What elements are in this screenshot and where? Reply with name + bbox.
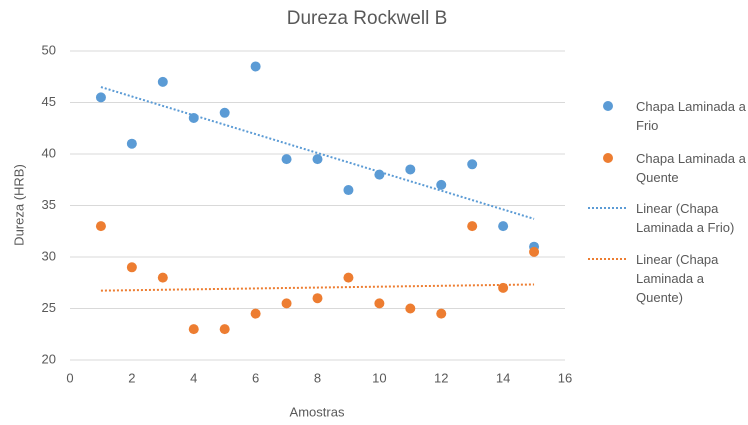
- legend-label: Linear (Chapa Laminada a Quente): [636, 252, 719, 305]
- x-tick-label: 0: [66, 370, 73, 385]
- point: [157, 76, 168, 87]
- x-tick-label: 16: [558, 370, 572, 385]
- legend-label: Chapa Laminada a Quente: [636, 151, 746, 185]
- y-tick-label: 25: [42, 300, 56, 315]
- point: [374, 298, 385, 309]
- x-axis-label: Amostras: [290, 404, 345, 419]
- point: [188, 324, 199, 335]
- point: [436, 308, 447, 319]
- legend-label: Chapa Laminada a Frio: [636, 99, 746, 133]
- trendline: [100, 86, 535, 220]
- y-axis-label: Dureza (HRB): [11, 164, 26, 246]
- legend-marker: [603, 153, 613, 163]
- x-tick-label: 14: [496, 370, 510, 385]
- x-tick-label: 2: [128, 370, 135, 385]
- chart-title: Dureza Rockwell B: [287, 8, 448, 29]
- point: [498, 282, 509, 293]
- point: [250, 308, 261, 319]
- trendline: [100, 283, 535, 292]
- y-tick-label: 35: [42, 197, 56, 212]
- point: [281, 154, 292, 165]
- point: [95, 221, 106, 232]
- y-tick-label: 50: [42, 42, 56, 57]
- point: [188, 112, 199, 123]
- point: [126, 262, 137, 273]
- y-tick-label: 45: [42, 94, 56, 109]
- point: [343, 272, 354, 283]
- point: [436, 179, 447, 190]
- x-tick-label: 8: [314, 370, 321, 385]
- point: [343, 185, 354, 196]
- point: [498, 221, 509, 232]
- point: [312, 293, 323, 304]
- y-tick-label: 30: [42, 248, 56, 263]
- legend-label: Linear (Chapa Laminada a Frio): [636, 201, 735, 235]
- point: [219, 107, 230, 118]
- legend-marker: [603, 101, 613, 111]
- point: [250, 61, 261, 72]
- x-tick-label: 12: [434, 370, 448, 385]
- point: [467, 159, 478, 170]
- point: [126, 138, 137, 149]
- point: [467, 221, 478, 232]
- point: [312, 154, 323, 165]
- point: [529, 246, 540, 257]
- y-tick-label: 20: [42, 351, 56, 366]
- point: [281, 298, 292, 309]
- x-tick-label: 6: [252, 370, 259, 385]
- point: [219, 324, 230, 335]
- x-tick-label: 10: [372, 370, 386, 385]
- y-tick-label: 40: [42, 145, 56, 160]
- x-tick-label: 4: [190, 370, 197, 385]
- point: [374, 169, 385, 180]
- point: [405, 164, 416, 175]
- point: [405, 303, 416, 314]
- point: [157, 272, 168, 283]
- point: [95, 92, 106, 103]
